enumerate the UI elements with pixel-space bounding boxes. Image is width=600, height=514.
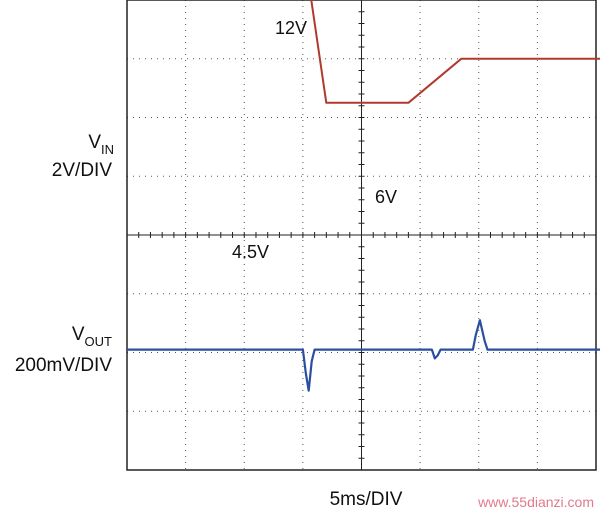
vout-label: VOUT bbox=[72, 324, 112, 349]
vout-label-subscript: OUT bbox=[85, 334, 113, 349]
annotation-12v: 12V bbox=[275, 18, 307, 38]
annotation-6v: 6V bbox=[375, 187, 397, 207]
traces bbox=[127, 0, 600, 392]
vin-label-subscript: IN bbox=[101, 142, 114, 157]
watermark: www.55dianzi.com bbox=[477, 494, 594, 510]
vout-scale-label: 200mV/DIV bbox=[15, 355, 112, 376]
vin-label: VIN bbox=[88, 132, 114, 157]
grid bbox=[126, 0, 597, 471]
x-scale-label: 5ms/DIV bbox=[330, 489, 403, 510]
vin-trace bbox=[310, 0, 600, 104]
vout-label-name: V bbox=[72, 324, 85, 345]
annotation-4-5v: 4.5V bbox=[232, 242, 269, 262]
vin-label-name: V bbox=[88, 132, 101, 153]
vout-trace bbox=[127, 319, 600, 392]
vin-scale-label: 2V/DIV bbox=[52, 160, 113, 181]
plot-frame bbox=[126, 0, 597, 471]
